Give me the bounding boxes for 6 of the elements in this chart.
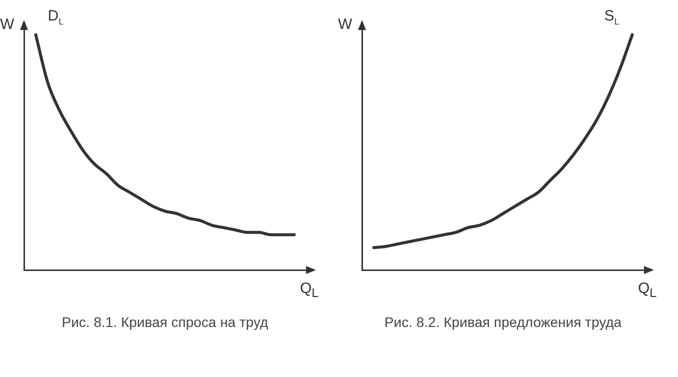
x-axis-title: Q$_{L}$ <box>638 280 657 300</box>
y-axis-title: W <box>0 16 14 33</box>
text: Рис. 8.1. Кривая спроса на труд <box>60 314 270 330</box>
text: Рис. 8.2. Кривая предложения труда <box>383 314 623 330</box>
x-axis-title: Q$_{L}$ <box>300 280 319 300</box>
y-axis-title: W <box>338 16 352 33</box>
